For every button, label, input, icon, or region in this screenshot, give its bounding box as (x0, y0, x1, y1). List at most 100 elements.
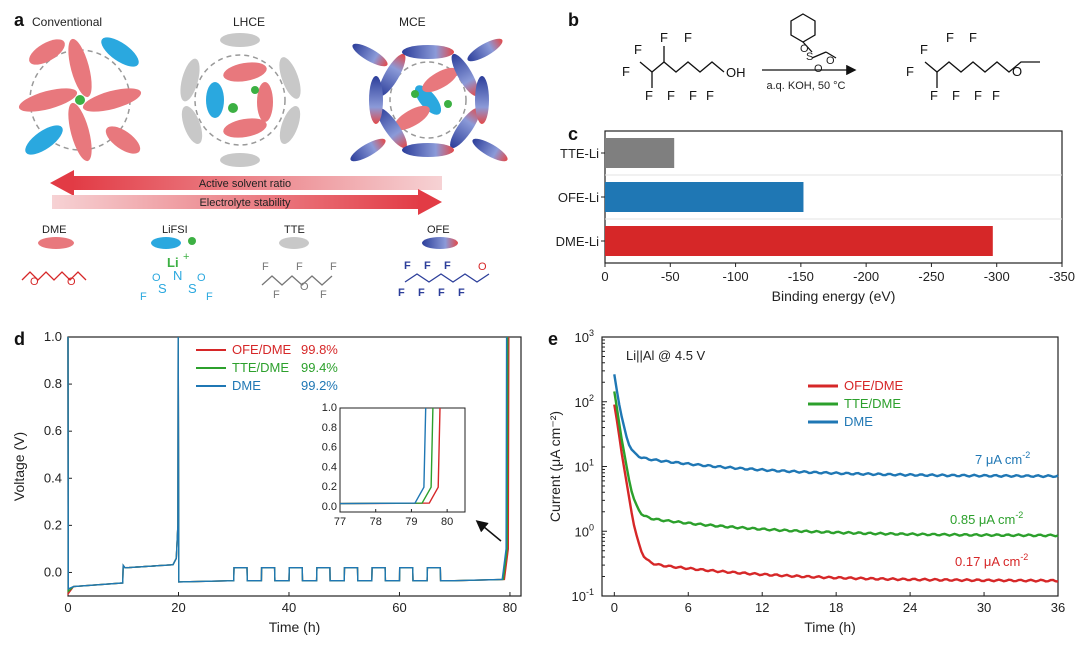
x-tick-label: 30 (977, 600, 991, 615)
y-axis-label: Voltage (V) (11, 432, 27, 501)
ofe-f-atom: F (438, 287, 445, 299)
tte-molecule (279, 57, 301, 99)
ofe-molecule (377, 107, 407, 149)
ofe-molecule (451, 53, 479, 97)
panel-d-letter: d (14, 329, 25, 349)
panel-a: a Conventional LHCE MCE (14, 10, 508, 303)
x-axis-label: Time (h) (804, 619, 856, 635)
legend-efficiency: 99.8% (301, 342, 338, 357)
reactant-f-atom: F (689, 88, 697, 103)
reagent-o-atom: O (800, 43, 809, 55)
inset-y-tick-label: 0.0 (322, 501, 337, 513)
ofe-f-atom: F (418, 287, 425, 299)
reactant-oh-group: OH (726, 65, 746, 80)
li-charge: + (183, 251, 189, 263)
x-tick-label: -350 (1049, 269, 1075, 284)
dme-glyph (38, 237, 74, 249)
tte-f-atom: F (320, 289, 327, 301)
li-ion (411, 90, 419, 98)
y-tick-label: 102 (575, 393, 594, 410)
x-tick-label: -200 (853, 269, 879, 284)
tte-molecule (279, 106, 301, 144)
ofe-molecule (402, 143, 454, 157)
series-end-label: 7 μA cm-2 (975, 450, 1030, 467)
ofe-molecule (378, 53, 406, 97)
y-tick-label: 0.4 (44, 470, 62, 485)
product-f-atom: F (952, 88, 960, 103)
panel-c: c TTE-Li OFE-Li DME-Li 0 -50 -100 -150 -200 -250… (556, 124, 1075, 304)
tte-f-atom: F (262, 261, 269, 273)
condition-annotation: Li||Al @ 4.5 V (626, 348, 706, 363)
scheme-label-mce: MCE (399, 15, 426, 29)
ofe-o-atom: O (478, 261, 487, 273)
panel-b-letter: b (568, 10, 579, 30)
legend-label: OFE/DME (232, 342, 292, 357)
species-legend: DME LiFSI TTE OFE (38, 224, 458, 249)
reactant-f-atom: F (634, 42, 642, 57)
reagent-s-atom: S (806, 51, 813, 63)
panel-b: b F F F F F F F F OH S O O O a.q. KOH, 5… (568, 10, 1040, 103)
inset-series-line (339, 407, 427, 505)
dme-molecule (257, 82, 273, 122)
y-tick-label: 103 (575, 328, 594, 345)
x-tick-label: 12 (755, 600, 769, 615)
y-tick-label: 0.0 (44, 564, 62, 579)
dme-molecule (82, 88, 142, 112)
product-f-atom: F (992, 88, 1000, 103)
li-ion (75, 95, 85, 105)
lifsi-structure: Li + N S S F F O O (140, 251, 213, 303)
ofe-molecule (450, 107, 480, 149)
ofe-f-atom: F (404, 260, 411, 272)
arrow-label-electrolyte-stability: Electrolyte stability (199, 197, 291, 209)
ofe-molecule (475, 76, 489, 124)
product-f-atom: F (946, 30, 954, 45)
product-f-atom: F (969, 30, 977, 45)
ofe-molecule (472, 138, 508, 162)
dme-structure (21, 271, 87, 281)
lifsi-f-atom: F (140, 291, 147, 303)
lifsi-anion (101, 37, 139, 67)
solvation-shell (389, 61, 467, 139)
lifsi-glyph (151, 237, 181, 249)
y-tick-label: 1.0 (44, 329, 62, 344)
legend-label: DME (232, 378, 261, 393)
dme-molecule (18, 88, 78, 112)
x-tick-label: 6 (685, 600, 692, 615)
li-ion-glyph (188, 237, 196, 245)
reactant-f-atom: F (667, 88, 675, 103)
ofe-f-atom: F (424, 260, 431, 272)
reactant-f-atom: F (645, 88, 653, 103)
legend-efficiency: 99.4% (301, 360, 338, 375)
category-label: TTE-Li (560, 146, 599, 161)
li-ion (444, 100, 452, 108)
lifsi-anion (414, 85, 442, 115)
panel-a-letter: a (14, 10, 25, 30)
dme-molecule (105, 126, 141, 154)
panel-e: e 10-1 100 101 102 103 0 6 12 18 24 30 36 Time (h) Cu… (547, 328, 1065, 635)
tte-structure: F F F O F F (261, 261, 337, 301)
lhce-scheme (180, 33, 301, 167)
solvation-shell (194, 54, 286, 146)
dme-molecule (68, 38, 92, 98)
mce-scheme (350, 38, 508, 162)
series-line-tte-dme (613, 391, 1059, 538)
x-tick-label: -300 (984, 269, 1010, 284)
inset-y-tick-label: 1.0 (322, 402, 337, 414)
arrow-label-active-solvent: Active solvent ratio (199, 178, 291, 190)
lifsi-anion (25, 125, 63, 155)
panel-c-letter: c (568, 124, 578, 144)
product-f-atom: F (920, 42, 928, 57)
x-tick-label: 0 (64, 600, 71, 615)
x-tick-label: -50 (661, 269, 680, 284)
species-label-ofe: OFE (427, 224, 450, 236)
tte-f-atom: F (296, 261, 303, 273)
panel-d: d 0.0 0.2 0.4 0.6 0.8 1.0 0 20 40 60 80 Time (h) Vol… (11, 329, 522, 635)
y-tick-label: 0.8 (44, 376, 62, 391)
lifsi-anion (206, 82, 224, 118)
x-axis-label: Time (h) (269, 619, 321, 635)
legend-label: DME (844, 414, 873, 429)
x-axis-label: Binding energy (eV) (772, 288, 896, 304)
conventional-scheme (18, 37, 142, 162)
tte-molecule (220, 153, 260, 167)
reactant-f-atom: F (684, 30, 692, 45)
